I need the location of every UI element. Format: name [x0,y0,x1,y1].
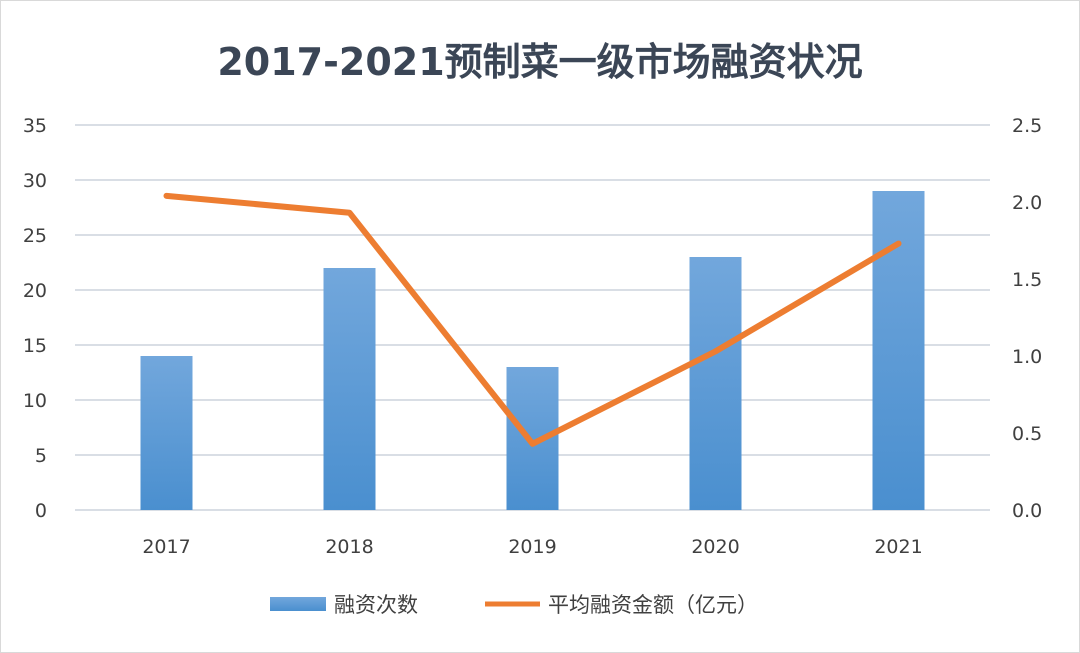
right-tick-label: 1.5 [1012,269,1042,291]
bar-2017 [140,356,193,510]
bar-2021 [872,191,925,510]
legend-bar-label: 融资次数 [334,593,418,617]
bar-2019 [506,367,559,510]
right-tick-label: 0.0 [1012,500,1042,522]
right-tick-label: 2.0 [1012,192,1042,214]
left-tick-label: 5 [35,445,47,467]
left-tick-label: 0 [35,500,47,522]
bar-2020 [689,257,742,510]
x-tick-label: 2017 [142,536,190,558]
left-tick-label: 15 [23,335,47,357]
x-tick-label: 2019 [508,536,556,558]
legend-line-label: 平均融资金额（亿元） [548,593,758,617]
left-tick-label: 30 [23,170,47,192]
left-tick-label: 25 [23,225,47,247]
legend: 融资次数 平均融资金额（亿元） [270,593,758,617]
left-tick-label: 20 [23,280,47,302]
chart-title: 2017-2021预制菜一级市场融资状况 [217,40,862,84]
right-tick-label: 0.5 [1012,423,1042,445]
right-tick-label: 2.5 [1012,115,1042,137]
left-tick-label: 10 [23,390,47,412]
left-tick-label: 35 [23,115,47,137]
x-tick-label: 2018 [325,536,373,558]
x-tick-label: 2021 [874,536,922,558]
bar-2018 [323,268,376,510]
x-tick-label: 2020 [691,536,739,558]
right-tick-label: 1.0 [1012,346,1042,368]
legend-bar-swatch [270,597,326,611]
